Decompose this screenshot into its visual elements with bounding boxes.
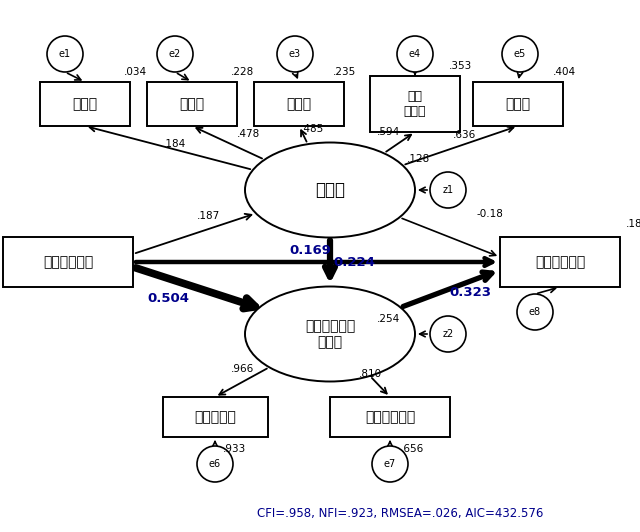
Text: .656: .656 bbox=[401, 444, 424, 454]
Text: .187: .187 bbox=[196, 211, 220, 221]
FancyBboxPatch shape bbox=[473, 82, 563, 126]
Text: 副　菜: 副 菜 bbox=[287, 97, 312, 111]
Text: .183: .183 bbox=[626, 219, 640, 229]
Text: 主観的幸福感: 主観的幸福感 bbox=[365, 410, 415, 424]
Text: CFI=.958, NFI=.923, RMSEA=.026, AIC=432.576: CFI=.958, NFI=.923, RMSEA=.026, AIC=432.… bbox=[257, 507, 543, 520]
Text: .353: .353 bbox=[449, 61, 472, 71]
Text: e5: e5 bbox=[514, 49, 526, 59]
FancyBboxPatch shape bbox=[147, 82, 237, 126]
Text: z2: z2 bbox=[442, 329, 454, 339]
Text: .254: .254 bbox=[376, 314, 399, 324]
Text: 牛乳
乳製品: 牛乳 乳製品 bbox=[404, 90, 426, 118]
Text: 0.504: 0.504 bbox=[147, 293, 189, 305]
FancyBboxPatch shape bbox=[500, 237, 620, 287]
FancyBboxPatch shape bbox=[330, 397, 450, 437]
Text: e1: e1 bbox=[59, 49, 71, 59]
Text: .966: .966 bbox=[230, 364, 253, 374]
FancyBboxPatch shape bbox=[40, 82, 130, 126]
Text: .636: .636 bbox=[453, 130, 477, 140]
Text: e2: e2 bbox=[169, 49, 181, 59]
FancyBboxPatch shape bbox=[163, 397, 268, 437]
Text: e3: e3 bbox=[289, 49, 301, 59]
Text: 生活満足感: 生活満足感 bbox=[194, 410, 236, 424]
Text: .485: .485 bbox=[301, 124, 324, 134]
FancyBboxPatch shape bbox=[370, 76, 460, 132]
Text: e8: e8 bbox=[529, 307, 541, 317]
Text: z1: z1 bbox=[442, 185, 454, 195]
Text: 経済的満足感: 経済的満足感 bbox=[43, 255, 93, 269]
Text: .810: .810 bbox=[358, 369, 381, 379]
Circle shape bbox=[157, 36, 193, 72]
Text: 主　食: 主 食 bbox=[72, 97, 97, 111]
Text: 主　菜: 主 菜 bbox=[179, 97, 205, 111]
Circle shape bbox=[372, 446, 408, 482]
Circle shape bbox=[47, 36, 83, 72]
Circle shape bbox=[502, 36, 538, 72]
Text: .478: .478 bbox=[236, 129, 260, 139]
Circle shape bbox=[197, 446, 233, 482]
Text: e7: e7 bbox=[384, 459, 396, 469]
FancyBboxPatch shape bbox=[3, 237, 133, 287]
Text: .235: .235 bbox=[333, 67, 356, 77]
Text: 0.323: 0.323 bbox=[449, 286, 491, 298]
Ellipse shape bbox=[245, 287, 415, 381]
Circle shape bbox=[517, 294, 553, 330]
Text: 0.224: 0.224 bbox=[333, 255, 375, 269]
Text: 0.169: 0.169 bbox=[289, 244, 331, 256]
Ellipse shape bbox=[245, 143, 415, 237]
Text: .594: .594 bbox=[376, 127, 399, 137]
Circle shape bbox=[397, 36, 433, 72]
Circle shape bbox=[277, 36, 313, 72]
Circle shape bbox=[430, 316, 466, 352]
Text: .034: .034 bbox=[124, 67, 147, 77]
Text: -0.18: -0.18 bbox=[477, 209, 504, 219]
Circle shape bbox=[430, 172, 466, 208]
Text: 果　物: 果 物 bbox=[506, 97, 531, 111]
Text: .184: .184 bbox=[163, 139, 187, 149]
Text: 精神・情緒的
　健康: 精神・情緒的 健康 bbox=[305, 319, 355, 349]
Text: e4: e4 bbox=[409, 49, 421, 59]
Text: e6: e6 bbox=[209, 459, 221, 469]
Text: .228: .228 bbox=[230, 67, 253, 77]
Text: .128: .128 bbox=[406, 154, 429, 164]
Text: 主観的健康感: 主観的健康感 bbox=[535, 255, 585, 269]
Text: 食の質: 食の質 bbox=[315, 181, 345, 199]
Text: .404: .404 bbox=[552, 67, 575, 77]
Text: .933: .933 bbox=[223, 444, 246, 454]
FancyBboxPatch shape bbox=[254, 82, 344, 126]
